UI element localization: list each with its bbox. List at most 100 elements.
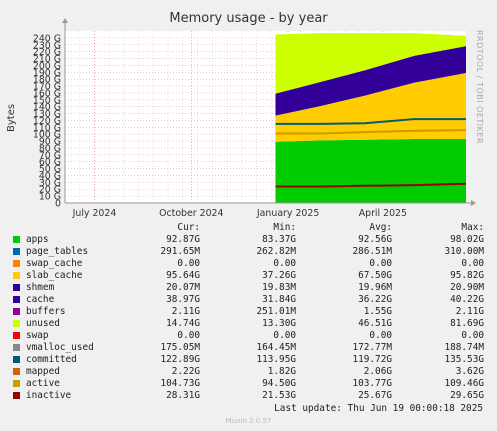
legend-swatch [13,380,20,387]
legend-cur: 2.11G [171,306,200,317]
legend-avg: 103.77G [352,378,392,389]
legend-swatch [13,272,20,279]
legend-avg: 1.55G [363,306,392,317]
legend-max: 188.74M [444,342,484,353]
legend-swatch [13,332,20,339]
legend-label: inactive [26,390,72,401]
legend-swatch [13,260,20,267]
y-tick-label: 140 G [33,102,61,113]
legend-header-avg: Avg: [369,222,392,233]
y-tick-label: 20 G [39,185,61,196]
legend-swatch [13,284,20,291]
chart-area: 010 G20 G30 G40 G50 G60 G70 G80 G90 G100… [33,18,476,219]
x-tick-label: January 2025 [256,208,319,219]
legend-avg: 2.06G [363,366,392,377]
legend-avg: 36.22G [358,294,392,305]
y-tick-label: 50 G [39,164,61,175]
legend-min: 251.01M [256,306,296,317]
y-tick-label: 80 G [39,143,61,154]
chart-title: Memory usage - by year [169,11,328,26]
rrdtool-watermark: RRDTOOL / TOBI OETIKER [475,30,484,145]
legend-row-cache: cache 38.97G 31.84G 36.22G 40.22G [0,294,497,306]
y-tick-label: 180 G [33,75,61,86]
legend-label: buffers [26,306,66,317]
y-tick-label: 100 G [33,130,61,141]
legend-cur: 28.31G [166,390,200,401]
legend-swatch [13,392,20,399]
legend-min: 13.30G [262,318,296,329]
legend-label: mapped [26,366,60,377]
x-tick-label: July 2024 [72,208,117,219]
legend-max: 109.46G [444,378,484,389]
legend-min: 37.26G [262,270,296,281]
munin-version: Munin 2.0.57 [225,417,272,425]
legend-swatch [13,248,20,255]
legend-header-max: Max: [461,222,484,233]
y-tick-label: 200 G [33,61,61,72]
line-inactive [275,182,467,188]
legend-cur: 0.00 [177,330,200,341]
area-apps [275,139,466,203]
legend-max: 95.82G [450,270,484,281]
legend-cur: 0.00 [177,258,200,269]
legend-avg: 92.56G [358,234,392,245]
legend-row-mapped: mapped 2.22G 1.82G 2.06G 3.62G [0,366,497,378]
legend-row-apps: apps 92.87G 83.37G 92.56G 98.02G [0,234,497,246]
legend-cur: 95.64G [166,270,200,281]
legend-cur: 92.87G [166,234,200,245]
legend-label: slab_cache [26,270,83,281]
legend-row-vmalloc-used: vmalloc_used 175.05M 164.45M 172.77M 188.74M [0,342,497,354]
legend-min: 0.00 [273,258,296,269]
y-tick-label: 190 G [33,68,61,79]
legend-max: 0.00 [461,330,484,341]
legend-cur: 2.22G [171,366,200,377]
y-tick-label: 130 G [33,109,61,120]
y-tick-label: 170 G [33,82,61,93]
y-tick-label: 90 G [39,137,61,148]
legend-avg: 46.51G [358,318,392,329]
y-tick-label: 30 G [39,178,61,189]
last-update: Last update: Thu Jun 19 00:00:18 2025 [274,403,483,414]
legend-swatch [13,236,20,243]
legend-min: 21.53G [262,390,296,401]
legend-label: active [26,378,60,389]
legend-max: 135.53G [444,354,484,365]
legend-cur: 175.05M [160,342,200,353]
legend-max: 40.22G [450,294,484,305]
legend-swatch [13,344,20,351]
legend-min: 19.83M [262,282,296,293]
legend-max: 98.02G [450,234,484,245]
x-tick-label: October 2024 [159,208,223,219]
legend-label: cache [26,294,55,305]
line-active [275,129,467,135]
line-committed [275,118,466,125]
y-tick-label: 240 G [33,33,61,44]
legend-avg: 67.50G [358,270,392,281]
legend-label: vmalloc_used [26,342,94,353]
y-tick-label: 60 G [39,157,61,168]
legend-max: 29.65G [450,390,484,401]
legend-header-cur: Cur: [177,222,200,233]
legend-min: 83.37G [262,234,296,245]
legend-avg: 0.00 [369,330,392,341]
legend-cur: 104.73G [160,378,200,389]
y-tick-label: 210 G [33,54,61,65]
area-cache [275,46,466,116]
legend-cur: 20.07M [166,282,200,293]
legend-cur: 122.89G [160,354,200,365]
legend-min: 262.82M [256,246,296,257]
legend-label: page_tables [26,246,89,257]
legend-avg: 25.67G [358,390,392,401]
y-tick-label: 160 G [33,88,61,99]
legend-avg: 172.77M [352,342,392,353]
legend-label: apps [26,234,49,245]
legend-row-active: active 104.73G 94.50G 103.77G 109.46G [0,378,497,390]
legend-row-inactive: inactive 28.31G 21.53G 25.67G 29.65G [0,390,497,402]
legend-swatch [13,320,20,327]
x-axis-arrow [471,200,476,206]
legend-header-min: Min: [273,222,296,233]
legend-avg: 286.51M [352,246,392,257]
legend-row-swap: swap 0.00 0.00 0.00 0.00 [0,330,497,342]
legend-min: 31.84G [262,294,296,305]
legend-avg: 119.72G [352,354,392,365]
